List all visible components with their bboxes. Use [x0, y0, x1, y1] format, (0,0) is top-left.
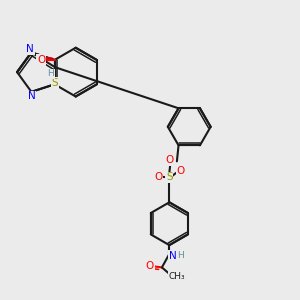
Text: S: S — [166, 172, 172, 182]
Text: CH₃: CH₃ — [168, 272, 185, 281]
Text: O: O — [176, 167, 185, 176]
Text: H: H — [177, 251, 184, 260]
Text: N: N — [28, 91, 35, 101]
Text: O: O — [154, 172, 162, 182]
Text: O: O — [37, 55, 45, 65]
Text: O: O — [165, 155, 174, 165]
Text: O: O — [146, 261, 154, 271]
Text: H: H — [47, 69, 54, 78]
Text: N: N — [26, 44, 34, 54]
Text: S: S — [51, 78, 58, 88]
Text: N: N — [169, 250, 177, 260]
